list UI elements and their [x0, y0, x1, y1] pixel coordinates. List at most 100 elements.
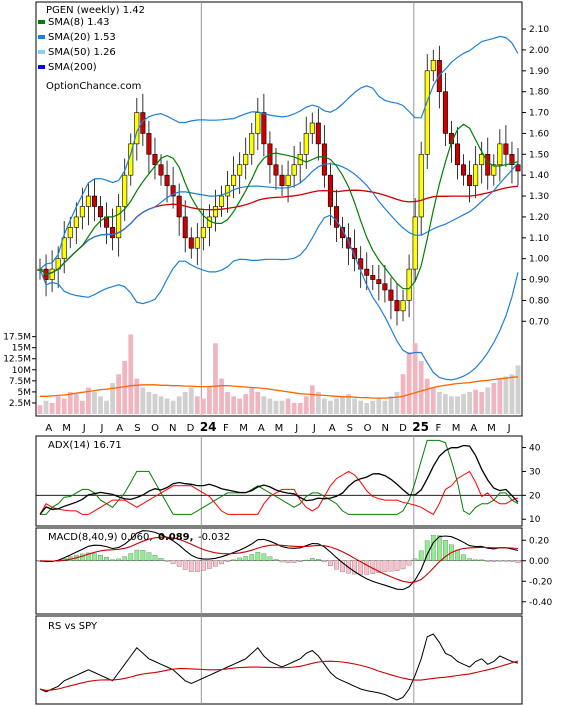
price-tick-label: 1.00: [529, 255, 549, 265]
price-tick-label: 1.10: [529, 234, 549, 244]
macd-histogram-bar: [134, 549, 140, 561]
volume-bar: [424, 378, 430, 414]
candle-body: [206, 216, 212, 228]
price-tick-label: 2.10: [529, 25, 549, 35]
macd-histogram-bar: [267, 556, 273, 561]
candle-body: [364, 268, 370, 276]
macd-histogram-bar: [406, 560, 412, 566]
adx-tick-label: 20: [529, 491, 541, 501]
macd-histogram-bar: [285, 560, 291, 564]
macd-histogram-bar: [182, 560, 188, 570]
candle-body: [279, 174, 285, 186]
macd-histogram-bar: [443, 539, 448, 561]
volume-bar: [140, 387, 146, 414]
candle-body: [418, 154, 424, 218]
candle-body: [67, 227, 73, 239]
candle-body: [333, 206, 339, 228]
volume-bar: [267, 398, 273, 414]
candle-body: [146, 133, 152, 155]
volume-bar: [225, 391, 230, 414]
volume-bar: [400, 374, 406, 414]
candle-body: [303, 133, 309, 155]
month-label: M: [487, 423, 496, 434]
month-label: N: [169, 423, 176, 434]
candle-body: [430, 60, 436, 72]
volume-bar: [334, 398, 339, 414]
macd-histogram-bar: [467, 558, 472, 561]
volume-tick-label: 2.5M: [9, 399, 31, 409]
volume-bar: [388, 396, 394, 414]
volume-bar: [116, 374, 122, 414]
volume-tick-label: 5M: [18, 388, 32, 398]
candle-body: [122, 174, 128, 207]
macd-histogram-bar: [213, 560, 218, 567]
volume-bar: [67, 391, 73, 414]
volume-bar: [55, 396, 61, 414]
volume-bar: [164, 398, 170, 414]
candle-body: [406, 268, 412, 301]
volume-tick-label: 12.5M: [3, 355, 31, 365]
candle-body: [454, 143, 460, 166]
month-label: 25: [412, 420, 429, 434]
macd-histogram-bar: [249, 554, 255, 561]
macd-histogram-bar: [194, 560, 200, 572]
macd-histogram-bar: [188, 560, 194, 572]
legend-swatch: [38, 35, 45, 39]
macd-histogram-bar: [98, 555, 103, 561]
macd-histogram-bar: [303, 559, 309, 561]
legend-label: SMA(200): [48, 62, 97, 73]
macd-histogram-bar: [322, 560, 327, 563]
month-label: S: [347, 423, 353, 434]
candle-body: [182, 216, 188, 239]
candle-body: [237, 164, 243, 176]
month-label: D: [399, 423, 407, 434]
volume-bar: [194, 396, 200, 414]
macd-histogram-bar: [158, 558, 164, 561]
candle-body: [140, 112, 146, 134]
candle-body: [110, 227, 116, 239]
candle-body: [200, 227, 206, 239]
macd-histogram-bar: [140, 550, 146, 561]
candle-body: [255, 112, 261, 134]
candle-body: [388, 289, 394, 301]
macd-title: MACD(8,40,9) 0.060,: [48, 532, 153, 543]
macd-tick-label: 0.20: [529, 536, 549, 546]
candle-body: [285, 174, 291, 186]
candle-body: [321, 143, 327, 176]
adx-tick-label: 30: [529, 467, 541, 477]
volume-bar: [134, 378, 140, 414]
candle-body: [116, 206, 122, 239]
volume-bar: [37, 405, 43, 414]
volume-bar: [291, 402, 297, 414]
candle-body: [249, 133, 255, 155]
candle-body: [291, 164, 297, 176]
volume-bar: [231, 396, 237, 414]
volume-bar: [346, 394, 351, 414]
macd-histogram-bar: [219, 560, 224, 565]
candle-body: [479, 154, 485, 166]
adx-line: [39, 444, 519, 515]
macd-histogram-bar: [110, 559, 115, 561]
volume-bar: [219, 378, 224, 414]
month-label: D: [187, 423, 195, 434]
candle-body: [412, 216, 418, 270]
candle-body: [219, 195, 225, 207]
macd-histogram-bar: [80, 553, 85, 561]
volume-bar: [261, 396, 267, 414]
lower-panels: [36, 439, 522, 701]
macd-histogram-bar: [86, 552, 91, 561]
volume-bar: [340, 396, 345, 414]
volume-bar: [497, 378, 503, 414]
volume-bar: [49, 402, 55, 414]
macd-histogram-bar: [479, 559, 485, 561]
macd-histogram-bar: [146, 552, 152, 561]
volume-bar: [376, 398, 382, 414]
macd-histogram-bar: [152, 555, 158, 561]
macd-histogram-bar: [309, 558, 315, 561]
candle-body: [382, 283, 388, 291]
macd-histogram-bar: [92, 553, 97, 561]
macd-histogram-bar: [231, 559, 236, 561]
macd-histogram-bar: [104, 557, 109, 561]
volume-bar: [364, 402, 370, 414]
macd-hist-label: -0.032: [198, 532, 230, 543]
